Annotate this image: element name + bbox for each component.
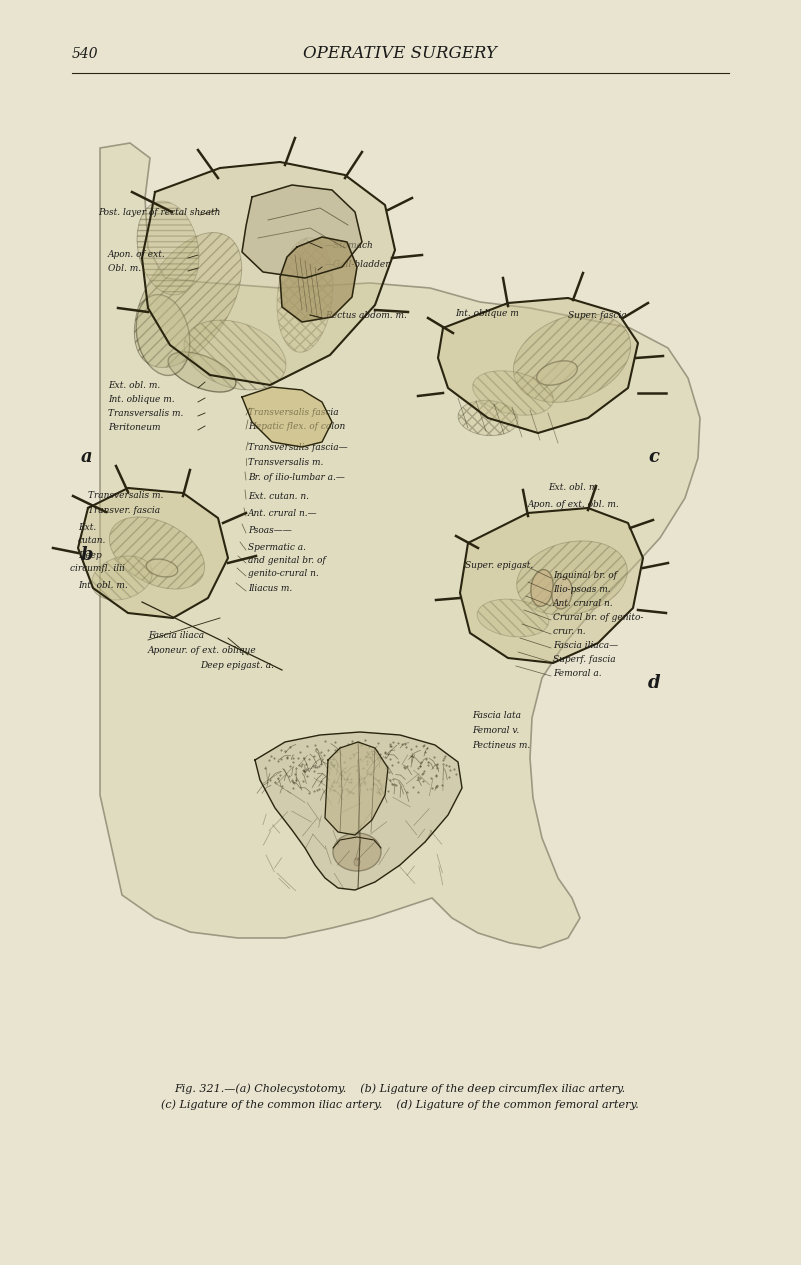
Ellipse shape <box>517 541 627 615</box>
Polygon shape <box>280 237 357 323</box>
Text: Int. oblique m.: Int. oblique m. <box>108 395 175 404</box>
Text: (c) Ligature of the common iliac artery.    (d) Ligature of the common femoral a: (c) Ligature of the common iliac artery.… <box>161 1099 639 1109</box>
Text: Peritoneum: Peritoneum <box>108 423 160 433</box>
Text: Transversalis m.: Transversalis m. <box>108 409 183 417</box>
Text: Deep epigast. a.: Deep epigast. a. <box>200 662 274 670</box>
Ellipse shape <box>333 832 381 872</box>
Text: Superf. fascia: Superf. fascia <box>553 655 616 664</box>
Text: cutan.: cutan. <box>78 536 107 545</box>
Text: b: b <box>81 546 94 564</box>
Polygon shape <box>242 387 332 447</box>
Polygon shape <box>325 743 388 835</box>
Text: Ilio-psoas m.: Ilio-psoas m. <box>553 584 610 595</box>
Ellipse shape <box>110 517 204 589</box>
Text: d: d <box>648 674 661 692</box>
Text: genito-crural n.: genito-crural n. <box>248 569 319 578</box>
Text: Transversalis m.: Transversalis m. <box>248 458 324 467</box>
Text: Fig. 321.—(a) Cholecystotomy.    (b) Ligature of the deep circumflex iliac arter: Fig. 321.—(a) Cholecystotomy. (b) Ligatu… <box>175 1083 626 1094</box>
Text: Super. fascia: Super. fascia <box>568 311 626 320</box>
Text: Aponeur. of ext. oblique: Aponeur. of ext. oblique <box>148 646 257 655</box>
Text: Int. obl. m.: Int. obl. m. <box>78 581 127 589</box>
Ellipse shape <box>354 858 360 867</box>
Text: Ext. cutan. n.: Ext. cutan. n. <box>248 492 309 501</box>
Text: —Stomach: —Stomach <box>325 242 374 250</box>
Text: Br. of ilio-lumbar a.—: Br. of ilio-lumbar a.— <box>248 473 345 482</box>
Ellipse shape <box>458 400 518 435</box>
Text: Inguinal br. of: Inguinal br. of <box>553 571 617 579</box>
Text: Apon. of ext. obl. m.: Apon. of ext. obl. m. <box>528 500 620 509</box>
Text: Pectineus m.: Pectineus m. <box>472 741 530 750</box>
Ellipse shape <box>277 238 333 352</box>
Text: a: a <box>81 448 93 466</box>
Text: Post. layer of rectal sheath: Post. layer of rectal sheath <box>98 207 220 218</box>
Text: 540: 540 <box>72 47 99 61</box>
Text: Ant. crural n.: Ant. crural n. <box>553 600 614 608</box>
Text: Ext. obl. m.: Ext. obl. m. <box>548 483 600 492</box>
Text: Spermatic a.: Spermatic a. <box>248 543 306 552</box>
Polygon shape <box>78 488 228 619</box>
Text: crur. n.: crur. n. <box>553 627 586 636</box>
Text: Fascia iliaca: Fascia iliaca <box>148 631 204 640</box>
Ellipse shape <box>135 233 242 367</box>
Ellipse shape <box>477 600 549 636</box>
Text: Iliacus m.: Iliacus m. <box>248 584 292 593</box>
Text: Transversalis m.: Transversalis m. <box>88 491 163 500</box>
Ellipse shape <box>147 559 178 577</box>
Text: Obl. m.: Obl. m. <box>108 264 141 273</box>
Ellipse shape <box>92 555 152 600</box>
Text: Transversalis fascia—: Transversalis fascia— <box>248 443 348 452</box>
Text: Fascia lata: Fascia lata <box>472 711 521 720</box>
Text: —Gall-bladder: —Gall-bladder <box>325 261 391 269</box>
Text: Femoral v.: Femoral v. <box>472 726 519 735</box>
Ellipse shape <box>137 201 199 295</box>
Polygon shape <box>242 185 362 278</box>
Text: Fascia iliaca—: Fascia iliaca— <box>553 641 618 650</box>
Ellipse shape <box>184 320 286 390</box>
Polygon shape <box>438 299 638 433</box>
Text: Ext.: Ext. <box>78 522 96 533</box>
Text: Apon. of ext.: Apon. of ext. <box>108 250 166 259</box>
Ellipse shape <box>537 361 578 385</box>
Text: OPERATIVE SURGERY: OPERATIVE SURGERY <box>303 46 497 62</box>
Ellipse shape <box>513 314 630 402</box>
Text: and genital br. of: and genital br. of <box>248 557 326 565</box>
Text: circumfl. ilii: circumfl. ilii <box>70 564 125 573</box>
Polygon shape <box>255 732 462 891</box>
Text: Deep: Deep <box>78 552 102 560</box>
Text: Transver. fascia: Transver. fascia <box>88 506 160 515</box>
Polygon shape <box>100 143 700 947</box>
Ellipse shape <box>473 371 553 415</box>
Text: Crural br. of genito-: Crural br. of genito- <box>553 614 643 622</box>
Text: Super. epigast.: Super. epigast. <box>465 560 533 571</box>
Text: c: c <box>648 448 659 466</box>
Ellipse shape <box>136 295 190 376</box>
Text: Ext. obl. m.: Ext. obl. m. <box>108 381 160 390</box>
Text: Int. oblique m: Int. oblique m <box>455 309 519 318</box>
Text: Ant. crural n.—: Ant. crural n.— <box>248 509 318 517</box>
Ellipse shape <box>168 352 236 392</box>
Ellipse shape <box>552 577 572 608</box>
Text: Transversalis fascia: Transversalis fascia <box>248 409 339 417</box>
Text: Femoral a.: Femoral a. <box>553 669 602 678</box>
Text: Hepatic flex. of colon: Hepatic flex. of colon <box>248 423 345 431</box>
Text: Psoas——: Psoas—— <box>248 526 292 535</box>
Ellipse shape <box>531 569 553 606</box>
Polygon shape <box>142 162 395 385</box>
Text: Rectus abdom. m.: Rectus abdom. m. <box>325 311 407 320</box>
Polygon shape <box>460 509 643 663</box>
